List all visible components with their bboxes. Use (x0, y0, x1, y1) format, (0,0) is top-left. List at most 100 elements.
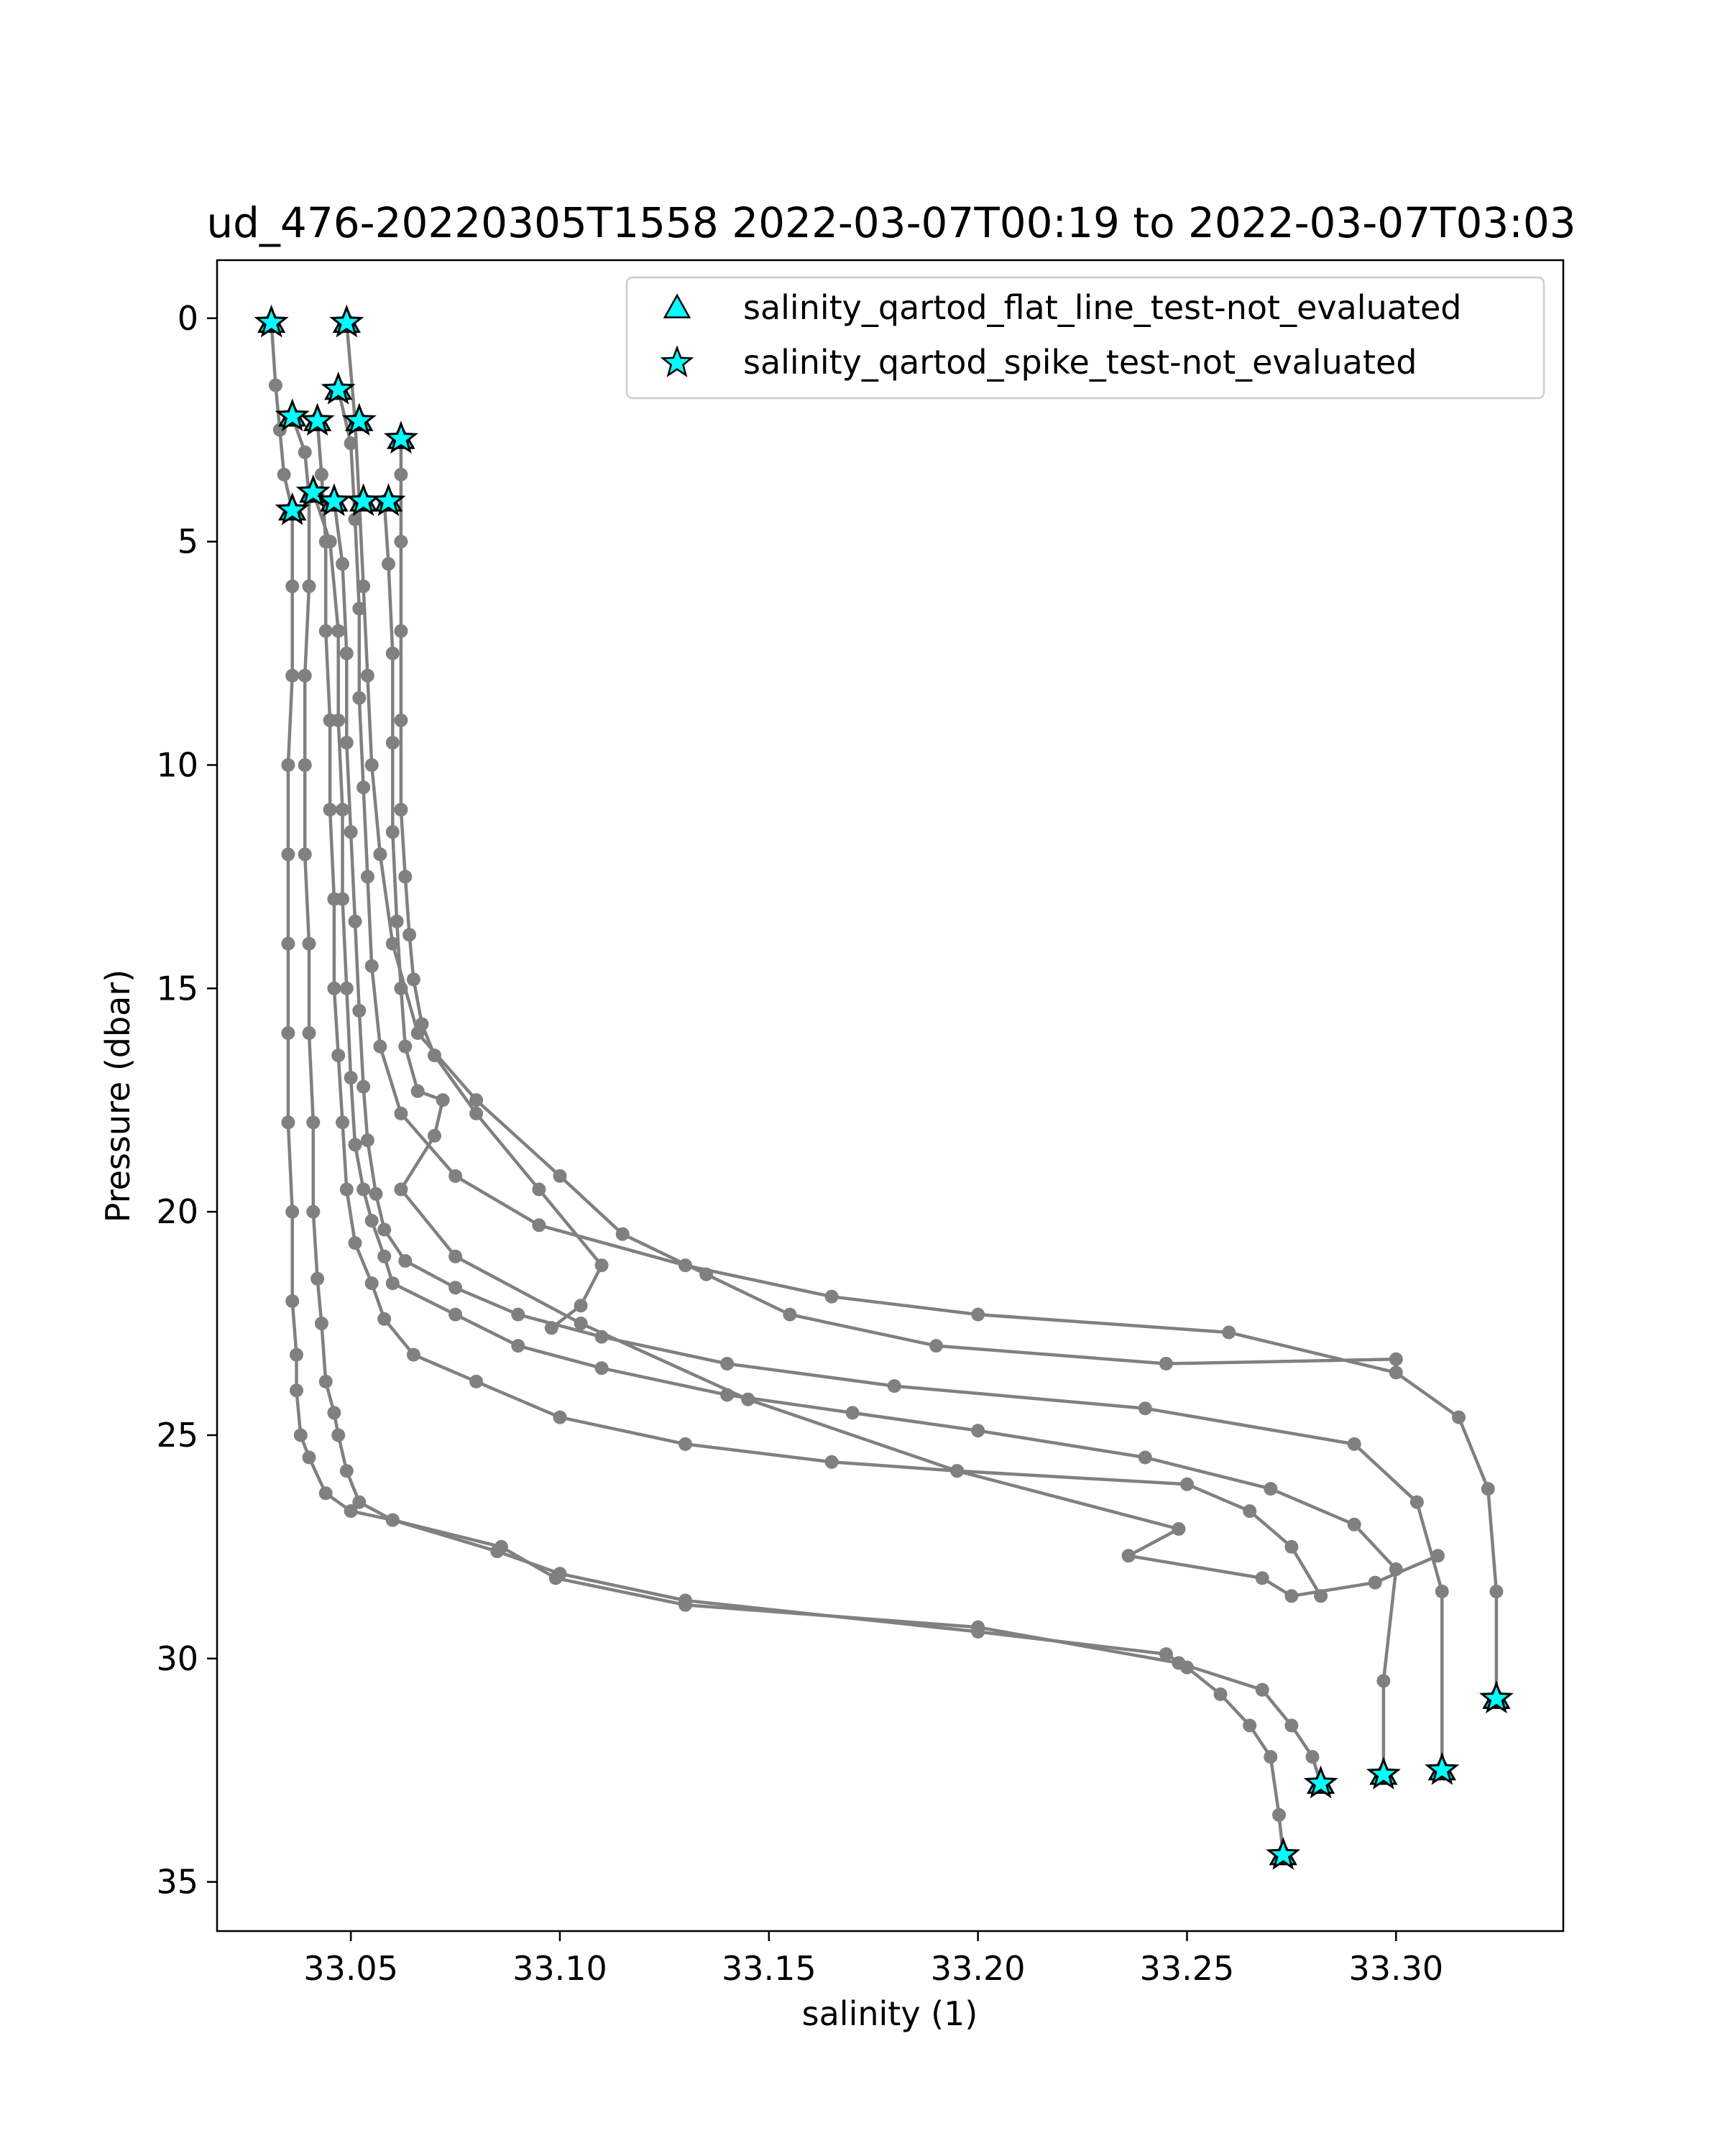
profile-point (1213, 1687, 1228, 1701)
profile-point (971, 1307, 985, 1322)
axis-ticks: 33.05 33.10 33.15 33.20 33.25 33.30 0 5 10 15 20 25… (156, 299, 1443, 1988)
profile-point (394, 803, 408, 817)
profile-point (428, 1128, 441, 1143)
profile-point (281, 1026, 295, 1040)
profile-point (298, 668, 312, 683)
profile-line-5 (332, 501, 1444, 1771)
profile-point (469, 1374, 484, 1388)
profile-point (741, 1392, 755, 1406)
profile-point (302, 936, 316, 951)
profile-point (285, 1294, 300, 1308)
profile-point (331, 713, 346, 727)
profile-point (336, 892, 349, 906)
legend-label-spike: salinity_qartod_spike_test-not_evaluated (743, 343, 1417, 382)
spike-flag-marker (1425, 1751, 1460, 1785)
legend: salinity_qartod_flat_line_test-not_evalu… (625, 276, 1545, 400)
profile-point (339, 1182, 354, 1197)
profile-point (302, 579, 316, 594)
profile-point (339, 981, 354, 995)
profile-line-2 (290, 415, 1322, 1784)
profile-point (318, 624, 333, 638)
profile-point (356, 1079, 371, 1094)
profile-point (615, 1227, 630, 1241)
profile-point (544, 1321, 558, 1335)
profile-point (344, 1071, 358, 1085)
profile-point (678, 1437, 692, 1451)
profile-point (302, 1450, 316, 1465)
profile-point (390, 914, 404, 929)
profile-point (385, 735, 400, 750)
profile-point (511, 1307, 525, 1322)
profile-point (553, 1410, 567, 1424)
profile-point (336, 803, 349, 817)
profile-point (402, 928, 417, 942)
profile-point (448, 1307, 463, 1322)
profile-point (344, 1504, 358, 1519)
profile-point (494, 1539, 508, 1554)
profile-point (448, 1169, 463, 1183)
spike-flag-marker (329, 304, 364, 338)
profile-point (394, 981, 408, 995)
profile-point (1284, 1718, 1299, 1733)
profile-point (1435, 1585, 1449, 1598)
spike-flag-marker (275, 398, 310, 432)
legend-box (625, 276, 1545, 400)
profile-point (469, 1093, 484, 1107)
profile-point (281, 758, 295, 772)
x-tick-label: 33.25 (1140, 1949, 1235, 1988)
plot-area (254, 304, 1514, 1870)
spike-flag-marker (1266, 1837, 1301, 1870)
profile-point (594, 1258, 609, 1273)
profile-point (553, 1169, 567, 1183)
profile-point (1255, 1682, 1269, 1697)
profile-point (1138, 1450, 1152, 1465)
profile-point (1255, 1571, 1269, 1585)
profile-point (336, 557, 349, 571)
profile-point (971, 1424, 985, 1438)
profile-point (1389, 1365, 1403, 1380)
profile-point (360, 1133, 374, 1148)
profile-point (1172, 1522, 1186, 1536)
profile-point (285, 668, 300, 683)
profile-point (1284, 1589, 1299, 1603)
profile-point (352, 1003, 367, 1018)
x-tick-label: 33.20 (931, 1949, 1026, 1988)
y-tick-label: 10 (156, 745, 198, 784)
y-tick-label: 20 (156, 1192, 198, 1231)
profile-point (306, 1115, 321, 1130)
profile-point (398, 870, 413, 884)
y-tick-label: 30 (156, 1639, 198, 1678)
profile-point (394, 713, 408, 727)
profile-point (950, 1464, 965, 1478)
profile-point (323, 535, 337, 549)
legend-triangle-marker (663, 293, 691, 318)
profile-point (783, 1307, 797, 1322)
profile-point (398, 1254, 413, 1268)
profile-point (339, 1464, 354, 1478)
y-tick-label: 35 (156, 1863, 198, 1902)
x-tick-label: 33.05 (303, 1949, 398, 1988)
profile-point (336, 1115, 349, 1130)
profile-point (356, 780, 371, 795)
profile-point (352, 1495, 367, 1509)
profile-point (298, 758, 312, 772)
y-axis-label: Pressure (dbar) (98, 969, 137, 1222)
profile-point (373, 1039, 387, 1054)
plot-frame (216, 259, 1565, 1932)
profile-point (1159, 1357, 1173, 1370)
profile-point (352, 691, 367, 705)
profile-point (1389, 1352, 1403, 1366)
spike-flag-marker (1366, 1756, 1401, 1789)
profile-point (373, 847, 387, 862)
profile-point (1172, 1656, 1186, 1670)
spike-flag-marker (321, 372, 356, 405)
profile-point (548, 1571, 563, 1585)
profile-point (268, 378, 282, 392)
profile-point (1121, 1549, 1136, 1563)
profile-point (929, 1339, 943, 1353)
profile-point (1222, 1325, 1236, 1340)
profile-point (323, 803, 337, 817)
profile-point (1284, 1539, 1299, 1554)
profile-point (1347, 1517, 1361, 1531)
profile-point (1264, 1482, 1278, 1496)
